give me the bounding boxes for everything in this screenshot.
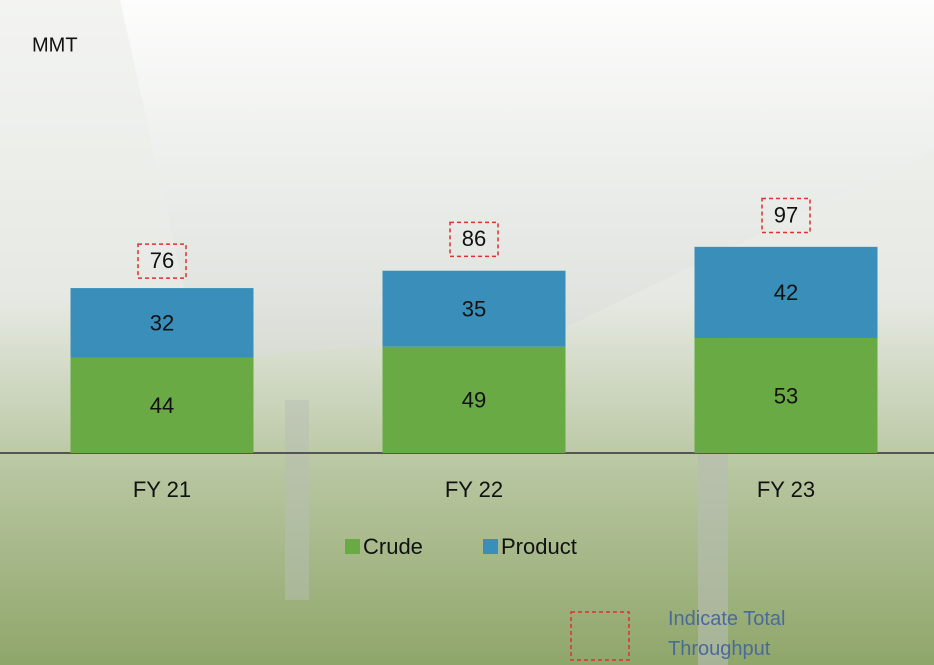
- chart: MMT 44 32 76 FY 21 49 35 86 FY 22 53 42 97 FY 23 Cru…: [0, 0, 934, 665]
- page: MMT 44 32 76 FY 21 49 35 86 FY 22 53 42 97 FY 23 Cru…: [0, 0, 934, 665]
- value-label: 49: [462, 388, 486, 413]
- value-label: 32: [150, 311, 174, 336]
- total-label: 86: [462, 226, 486, 251]
- x-tick-label: FY 22: [445, 477, 503, 502]
- legend-swatch: [345, 539, 360, 554]
- annotation: Indicate Total Throughput: [668, 604, 848, 664]
- total-label: 76: [150, 248, 174, 273]
- value-label: 44: [150, 393, 174, 418]
- pipe-support: [285, 400, 309, 600]
- legend-swatch: [483, 539, 498, 554]
- value-label: 53: [774, 383, 798, 408]
- x-tick-label: FY 21: [133, 477, 191, 502]
- legend-label: Product: [501, 534, 577, 559]
- legend-label: Crude: [363, 534, 423, 559]
- value-label: 42: [774, 280, 798, 305]
- total-label: 97: [774, 202, 798, 227]
- x-tick-label: FY 23: [757, 477, 815, 502]
- value-label: 35: [462, 297, 486, 322]
- unit-label: MMT: [32, 34, 78, 56]
